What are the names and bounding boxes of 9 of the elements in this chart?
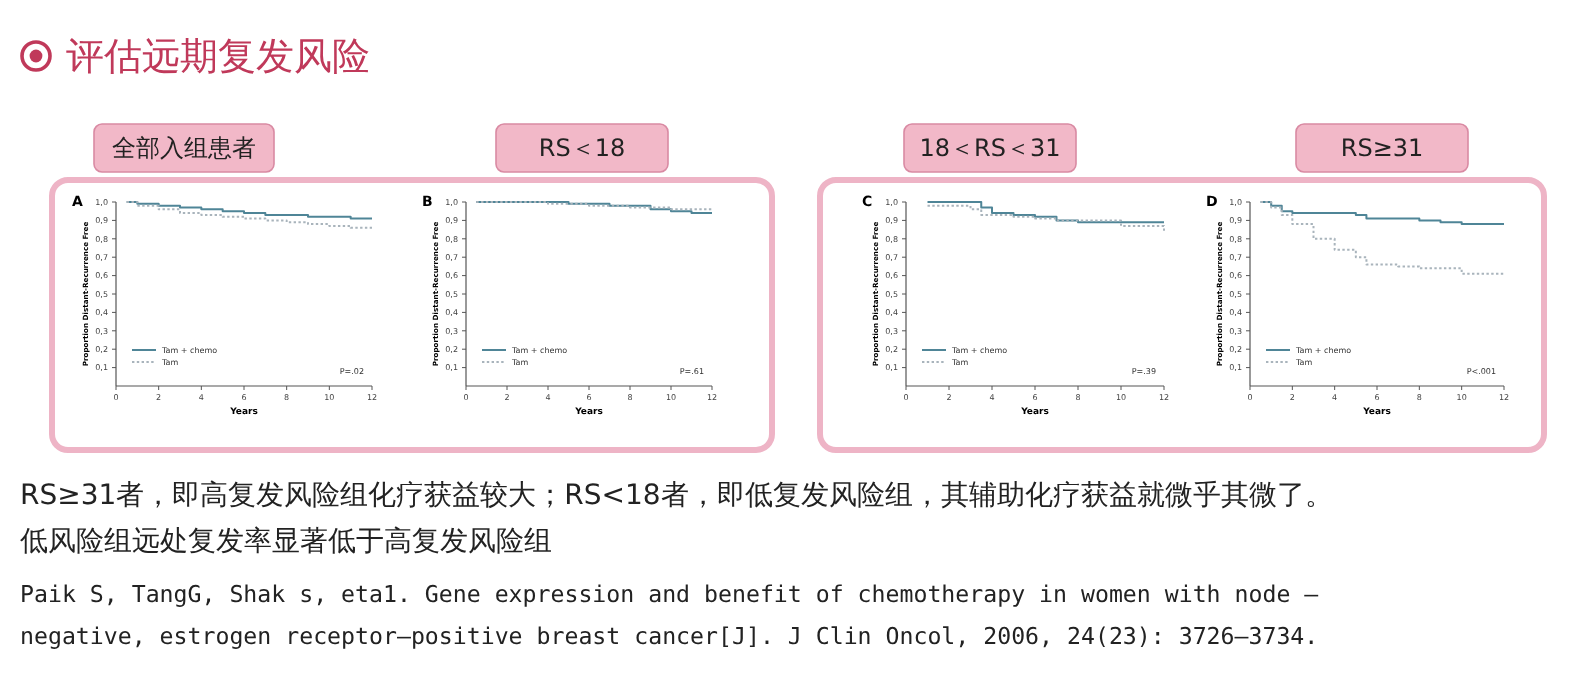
chart-subtitle: RS＜18 [538, 134, 626, 163]
text: Paik S, TangG, Shak s, eta1. Gene expression and benefit of chemotherapy in women with node — [20, 580, 1319, 609]
text: 低风险组远处复发率显著低于高复发风险组 [20, 525, 552, 558]
text: negative, estrogen receptor—positive breast cancer[J]. J Clin Oncol, 2006, 24(23): 3726—3734. [20, 622, 1319, 651]
chart-subtitle: 全部入组患者 [112, 134, 256, 163]
text: 评估远期复发风险 [66, 35, 370, 80]
chart-subtitle: RS≥31 [1340, 134, 1424, 163]
text: RS≥31者，即高复发风险组化疗获益较大；RS<18者，即低复发风险组，其辅助化疗获益就微乎其微了。 [20, 479, 1333, 512]
chart-subtitle: 18＜RS＜31 [919, 134, 1061, 163]
